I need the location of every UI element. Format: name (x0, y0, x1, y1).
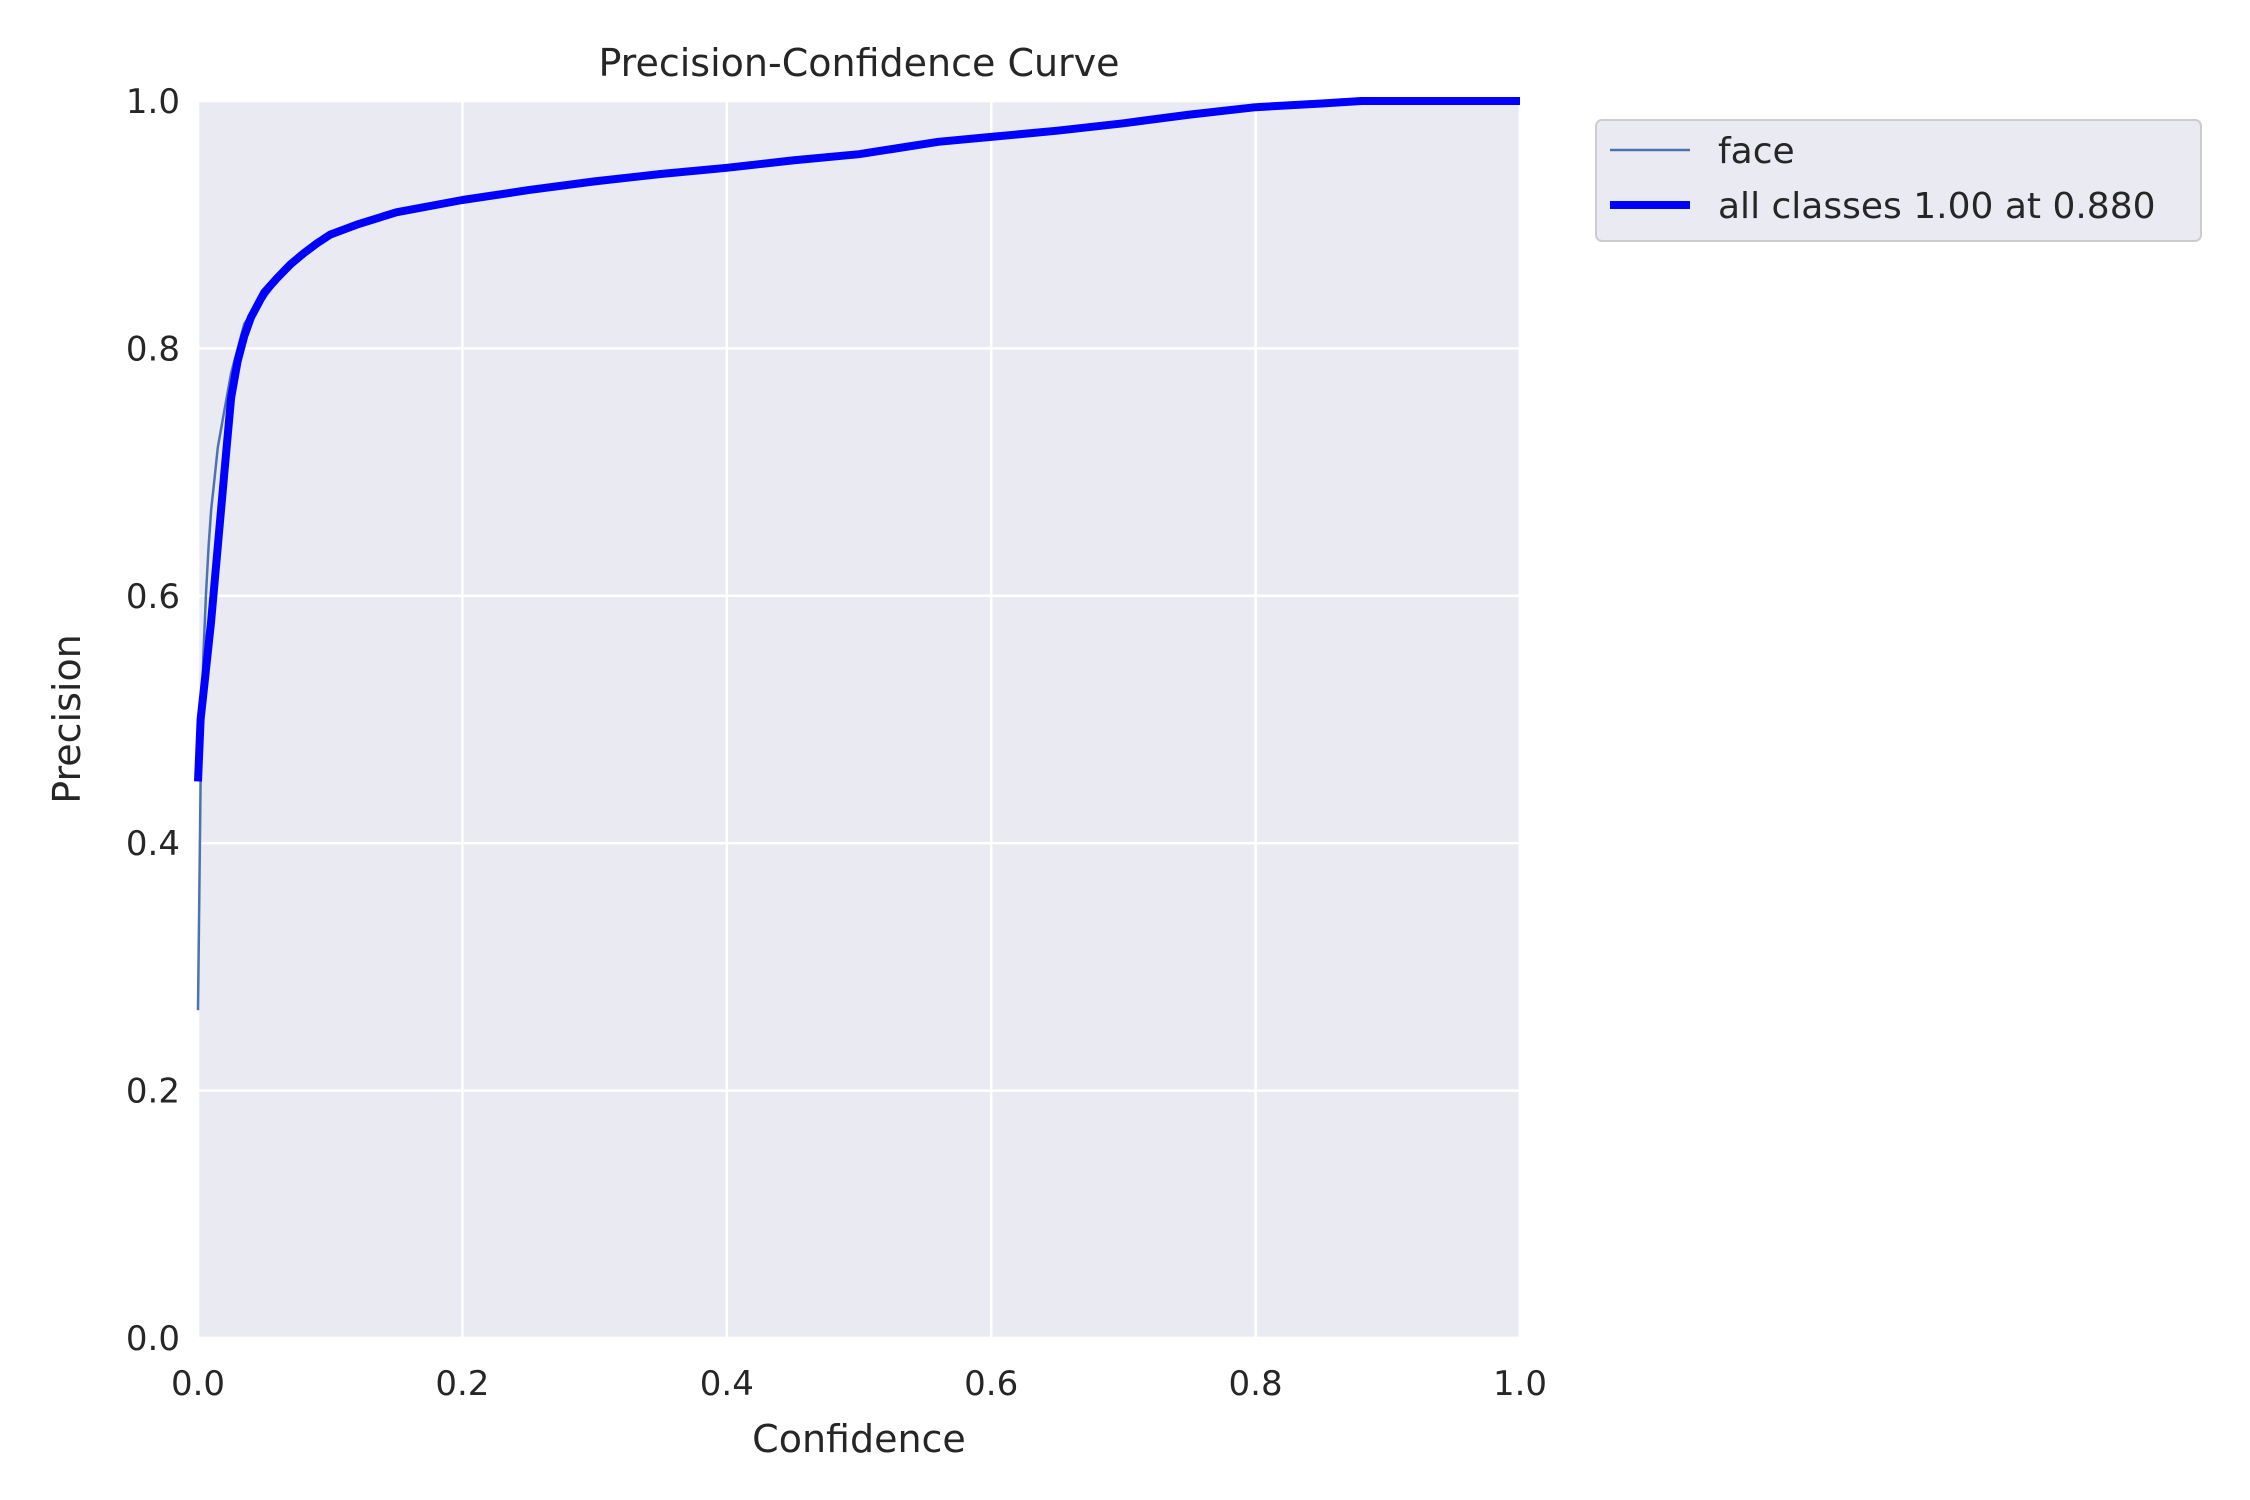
series-line-all-classes (194, 97, 1520, 782)
x-tick-label: 0.6 (964, 1364, 1018, 1404)
x-tick-label: 1.0 (1493, 1364, 1547, 1404)
x-axis-label: Confidence (752, 1417, 966, 1461)
chart-title: Precision-Confidence Curve (598, 41, 1119, 85)
y-tick-label: 0.2 (126, 1072, 180, 1112)
y-tick-label: 0.0 (126, 1319, 180, 1359)
grid (196, 99, 1522, 1340)
y-tick-label: 0.6 (126, 577, 180, 617)
y-axis-label: Precision (45, 634, 89, 804)
y-tick-label: 0.8 (126, 329, 180, 369)
x-tick-label: 0.2 (435, 1364, 489, 1404)
y-tick-label: 1.0 (126, 82, 180, 122)
plot-area (198, 101, 1520, 1338)
y-tick-labels: 0.0 0.2 0.4 0.6 0.8 1.0 (126, 82, 180, 1359)
legend-label-face: face (1718, 131, 1795, 172)
legend-box (1595, 119, 2202, 242)
x-tick-label: 0.8 (1229, 1364, 1283, 1404)
series-lines (194, 97, 1520, 1011)
x-tick-labels: 0.0 0.2 0.4 0.6 0.8 1.0 (171, 1364, 1547, 1404)
x-tick-label: 0.4 (700, 1364, 754, 1404)
legend-label-all-classes: all classes 1.00 at 0.880 (1718, 186, 2156, 227)
legend: face all classes 1.00 at 0.880 (1595, 119, 2202, 242)
x-tick-label: 0.0 (171, 1364, 225, 1404)
y-tick-label: 0.4 (126, 824, 180, 864)
